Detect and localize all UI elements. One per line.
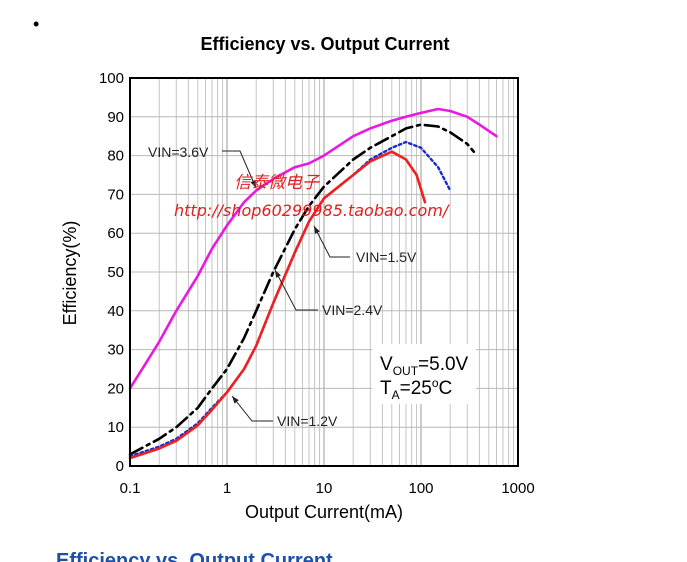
y-tick-label: 20 bbox=[107, 380, 124, 397]
watermark: 信泰微电子 http://shop60299985.taobao.com/ bbox=[174, 173, 450, 220]
caption-partial: Efficiency vs. Output Current bbox=[56, 550, 333, 562]
y-tick-label: 80 bbox=[107, 148, 124, 165]
annotation-leader bbox=[231, 395, 273, 422]
annotation-leader bbox=[313, 225, 350, 258]
annotation-arrowhead bbox=[314, 226, 320, 234]
annotation-arrowhead bbox=[250, 180, 256, 188]
x-tick-label: 0.1 bbox=[120, 480, 141, 497]
y-tick-label: 90 bbox=[107, 109, 124, 126]
bullet-marker: • bbox=[33, 14, 40, 34]
y-tick-label: 50 bbox=[107, 264, 124, 281]
y-tick-label: 0 bbox=[116, 458, 124, 475]
series-line-vin-2-4v bbox=[128, 123, 476, 456]
y-tick-label: 70 bbox=[107, 186, 124, 203]
annotation-label: VIN=2.4V bbox=[322, 302, 383, 318]
plot-frame bbox=[129, 77, 519, 467]
series-line-vin-1-2v bbox=[128, 150, 427, 460]
series-line-vin-3-6v bbox=[128, 107, 498, 390]
conditions-bg bbox=[372, 344, 476, 404]
x-tick-label: 10 bbox=[316, 480, 333, 497]
annotation-arrowhead bbox=[232, 396, 239, 404]
series-annotations: VIN=3.6V VIN=1.5V VIN=2.4V VIN=1.2V bbox=[148, 144, 417, 429]
y-tick-label: 40 bbox=[107, 303, 124, 320]
annotation-leader bbox=[274, 269, 318, 311]
chart-grid bbox=[130, 78, 518, 466]
y-tick-label: 60 bbox=[107, 225, 124, 242]
x-tick-label: 1 bbox=[223, 480, 231, 497]
y-tick-label: 30 bbox=[107, 342, 124, 359]
tick-labels: 0.1 1 10 100 1000 0 10 20 30 40 50 60 70 80 90 100 bbox=[99, 70, 535, 497]
watermark-shop-name: 信泰微电子 bbox=[234, 173, 320, 193]
series-layer bbox=[128, 107, 498, 460]
annotation-leader bbox=[222, 150, 257, 189]
x-axis-label: Output Current(mA) bbox=[245, 502, 403, 522]
y-tick-label: 10 bbox=[107, 419, 124, 436]
vout-condition: VOUT=5.0V bbox=[380, 354, 469, 378]
watermark-url: http://shop60299985.taobao.com/ bbox=[174, 201, 450, 220]
ta-condition: TA=25oC bbox=[380, 376, 452, 402]
annotation-label: VIN=3.6V bbox=[148, 144, 209, 160]
conditions-box: VOUT=5.0V TA=25oC bbox=[372, 344, 476, 404]
annotation-label: VIN=1.5V bbox=[356, 249, 417, 265]
annotation-arrowhead bbox=[275, 270, 281, 278]
annotation-label: VIN=1.2V bbox=[277, 413, 338, 429]
x-tick-label: 1000 bbox=[501, 480, 534, 497]
chart-title: Efficiency vs. Output Current bbox=[200, 34, 450, 54]
y-axis-label: Efficiency(%) bbox=[60, 221, 80, 326]
x-tick-label: 100 bbox=[408, 480, 433, 497]
y-tick-label: 100 bbox=[99, 70, 124, 87]
